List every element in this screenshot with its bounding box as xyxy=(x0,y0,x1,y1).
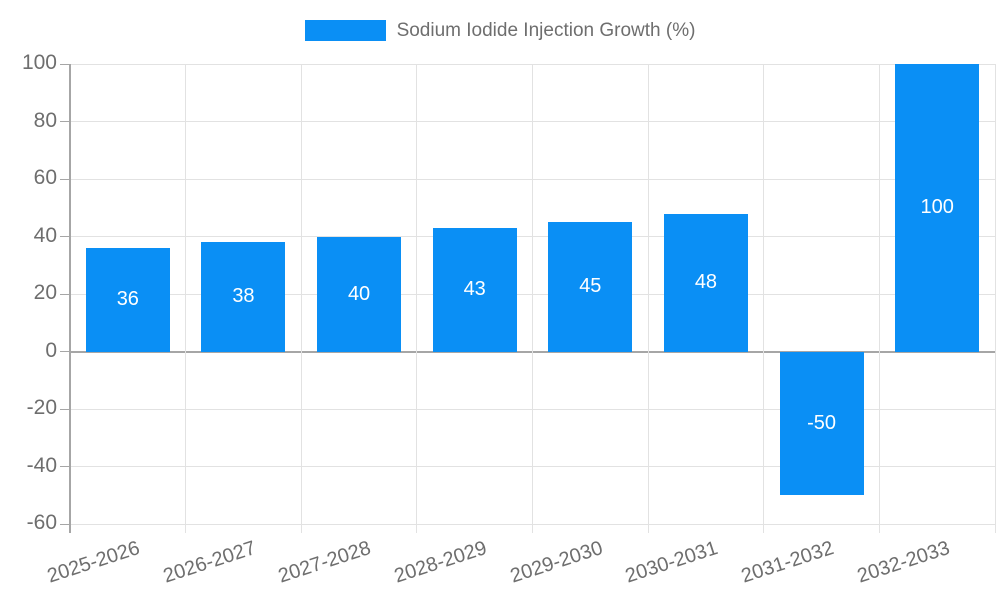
x-axis-tick xyxy=(532,524,533,533)
bar[interactable]: 38 xyxy=(201,242,286,352)
x-axis-tick xyxy=(69,524,71,533)
v-gridline xyxy=(416,64,418,524)
v-gridline xyxy=(647,64,649,524)
y-axis-label: -40 xyxy=(26,453,57,477)
y-axis-tick xyxy=(60,63,70,65)
y-axis-tick xyxy=(60,178,70,180)
y-axis-tick xyxy=(60,351,70,352)
bar[interactable]: 36 xyxy=(85,248,170,352)
x-axis-tick xyxy=(416,524,418,533)
bar[interactable]: 100 xyxy=(895,64,980,352)
y-axis-tick xyxy=(60,121,70,122)
bar-value-label: 100 xyxy=(920,196,954,219)
x-axis-tick xyxy=(994,524,996,533)
x-axis-label: 2026-2027 xyxy=(160,537,259,588)
y-axis-line xyxy=(69,64,71,524)
x-axis-label: 2028-2029 xyxy=(391,537,490,588)
x-axis-tick xyxy=(185,524,187,533)
x-axis-tick xyxy=(647,524,649,533)
y-axis-label: 20 xyxy=(33,281,57,304)
x-axis-tick xyxy=(300,524,302,533)
y-axis-label: -60 xyxy=(26,511,57,534)
legend-swatch xyxy=(304,20,386,41)
bar-value-label: 45 xyxy=(579,275,602,298)
y-axis-label: 0 xyxy=(45,338,57,362)
y-axis-label: -20 xyxy=(26,396,57,419)
v-gridline xyxy=(532,64,533,524)
bar-value-label: -50 xyxy=(807,411,837,434)
y-axis-label: 80 xyxy=(33,108,57,132)
y-axis-label: 40 xyxy=(33,223,57,247)
v-gridline xyxy=(994,64,996,524)
y-axis-tick xyxy=(60,236,70,237)
y-axis-tick xyxy=(60,408,70,410)
bar-value-label: 36 xyxy=(116,288,139,311)
v-gridline xyxy=(185,64,187,524)
y-axis-tick xyxy=(60,466,70,467)
y-axis-label: 60 xyxy=(33,166,57,189)
bar[interactable]: 43 xyxy=(432,227,517,352)
y-axis-tick xyxy=(60,523,70,525)
v-gridline xyxy=(878,64,880,524)
bar-value-label: 48 xyxy=(694,271,718,293)
bar-value-label: 40 xyxy=(347,282,371,305)
x-axis-label: 2029-2030 xyxy=(507,537,606,588)
chart-legend: Sodium Iodide Injection Growth (%) xyxy=(0,20,1000,41)
bar[interactable]: 48 xyxy=(663,213,748,352)
v-gridline xyxy=(300,64,302,524)
bar[interactable]: -50 xyxy=(779,351,864,496)
x-axis-label: 2032-2033 xyxy=(854,537,952,588)
y-axis-tick xyxy=(60,293,70,295)
legend-label: Sodium Iodide Injection Growth (%) xyxy=(396,20,696,41)
x-axis-tick xyxy=(878,524,880,533)
x-axis-label: 2031-2032 xyxy=(738,537,837,588)
x-axis-label: 2027-2028 xyxy=(276,537,374,588)
bar-value-label: 38 xyxy=(232,285,255,308)
v-gridline xyxy=(763,64,765,524)
bar-value-label: 43 xyxy=(463,278,486,301)
x-axis-label: 2030-2031 xyxy=(622,537,721,588)
x-axis-tick xyxy=(763,524,765,533)
bar[interactable]: 40 xyxy=(317,236,402,352)
x-axis-label: 2025-2026 xyxy=(44,537,143,588)
y-axis-label: 100 xyxy=(21,51,57,74)
bar[interactable]: 45 xyxy=(548,222,633,352)
